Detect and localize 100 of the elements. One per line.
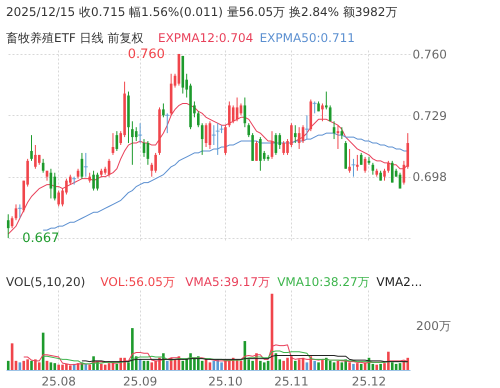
bar [30,360,33,370]
x-tick-label: 25.10 [208,374,243,388]
bar [270,294,274,370]
bar [317,362,320,370]
bar [38,362,41,370]
candlestick [298,126,300,150]
bar [321,359,324,370]
bar [138,359,142,370]
candlestick [204,122,208,148]
candlestick [10,216,14,229]
candlestick [154,152,157,174]
candlestick [390,160,394,184]
legend-title: VOL(5,10,20) [6,275,86,289]
candlestick [259,136,262,172]
bar [100,364,103,370]
bar [306,362,308,370]
bar [174,359,176,370]
candlestick [351,158,356,178]
bar [286,358,289,370]
bar [6,360,10,370]
candlestick [228,100,231,128]
candlestick [278,132,282,150]
bar [200,360,204,370]
candlestick [162,102,165,118]
candlestick [50,168,52,199]
candlestick [96,172,99,192]
candlestick [131,120,134,166]
bar [150,362,154,370]
bar [108,363,110,370]
candlestick [328,104,332,122]
candlestick [80,152,84,180]
bar [259,360,262,370]
bar [360,364,363,370]
bar [394,364,398,370]
text: EXPMA12:0.704 [158,31,254,45]
candlestick [302,124,304,144]
text: 200万 [416,319,451,333]
candlestick [356,154,359,172]
candlestick [6,214,10,239]
text: VMA2... [376,275,422,289]
bar [88,364,91,370]
candlestick [14,204,18,221]
chart-title: 2025/12/15 收0.715 幅1.56%(0.011) 量56.05万 换2.84% 额3982万 [6,5,398,19]
bar [332,362,336,370]
candlestick [200,122,204,156]
candlestick [240,102,242,116]
bar [166,360,169,370]
bar [116,364,118,370]
bar [61,364,64,370]
bar [313,360,316,370]
candlestick [270,130,274,160]
bar [18,362,22,370]
candlestick [247,122,250,138]
candlestick [398,172,402,190]
candlestick [232,104,235,124]
bar [154,360,157,370]
candlestick [142,138,146,158]
candlestick [30,134,33,162]
candlestick [321,102,324,122]
candlestick [282,140,285,156]
candlestick [294,124,297,144]
bar [375,364,378,370]
bar [328,360,332,370]
candlestick [134,126,138,142]
bar [146,360,150,370]
candlestick [57,190,60,207]
bar [302,358,304,370]
bar [356,363,359,370]
text: VMA5:39.17万 [185,275,270,289]
candlestick [53,172,56,201]
bar [208,362,212,370]
candlestick [255,140,258,162]
bar [398,363,402,370]
bar [298,359,300,370]
bar [189,353,192,370]
bar [212,360,216,370]
y-tick-label: 0.729 [412,108,447,123]
bar [181,360,184,370]
candlestick [360,152,363,166]
candlestick [116,130,118,152]
text: VMA10:38.27万 [277,275,370,289]
candlestick [84,152,88,178]
bar [266,360,270,370]
candlestick [340,126,344,140]
bar [228,360,231,370]
candlestick [88,172,91,184]
bar [104,364,107,370]
y-tick-label: 0.698 [412,170,447,184]
candlestick [76,168,80,180]
bar [22,360,26,370]
candlestick [244,97,246,128]
bar [379,364,382,370]
bar [53,363,56,370]
candlestick [383,168,386,182]
annotation: 0.760 [128,46,165,62]
candlestick [236,97,238,122]
y-tick-label: 0.760 [412,47,447,62]
candlestick [112,132,114,156]
bar [348,362,351,370]
bar [50,362,52,370]
